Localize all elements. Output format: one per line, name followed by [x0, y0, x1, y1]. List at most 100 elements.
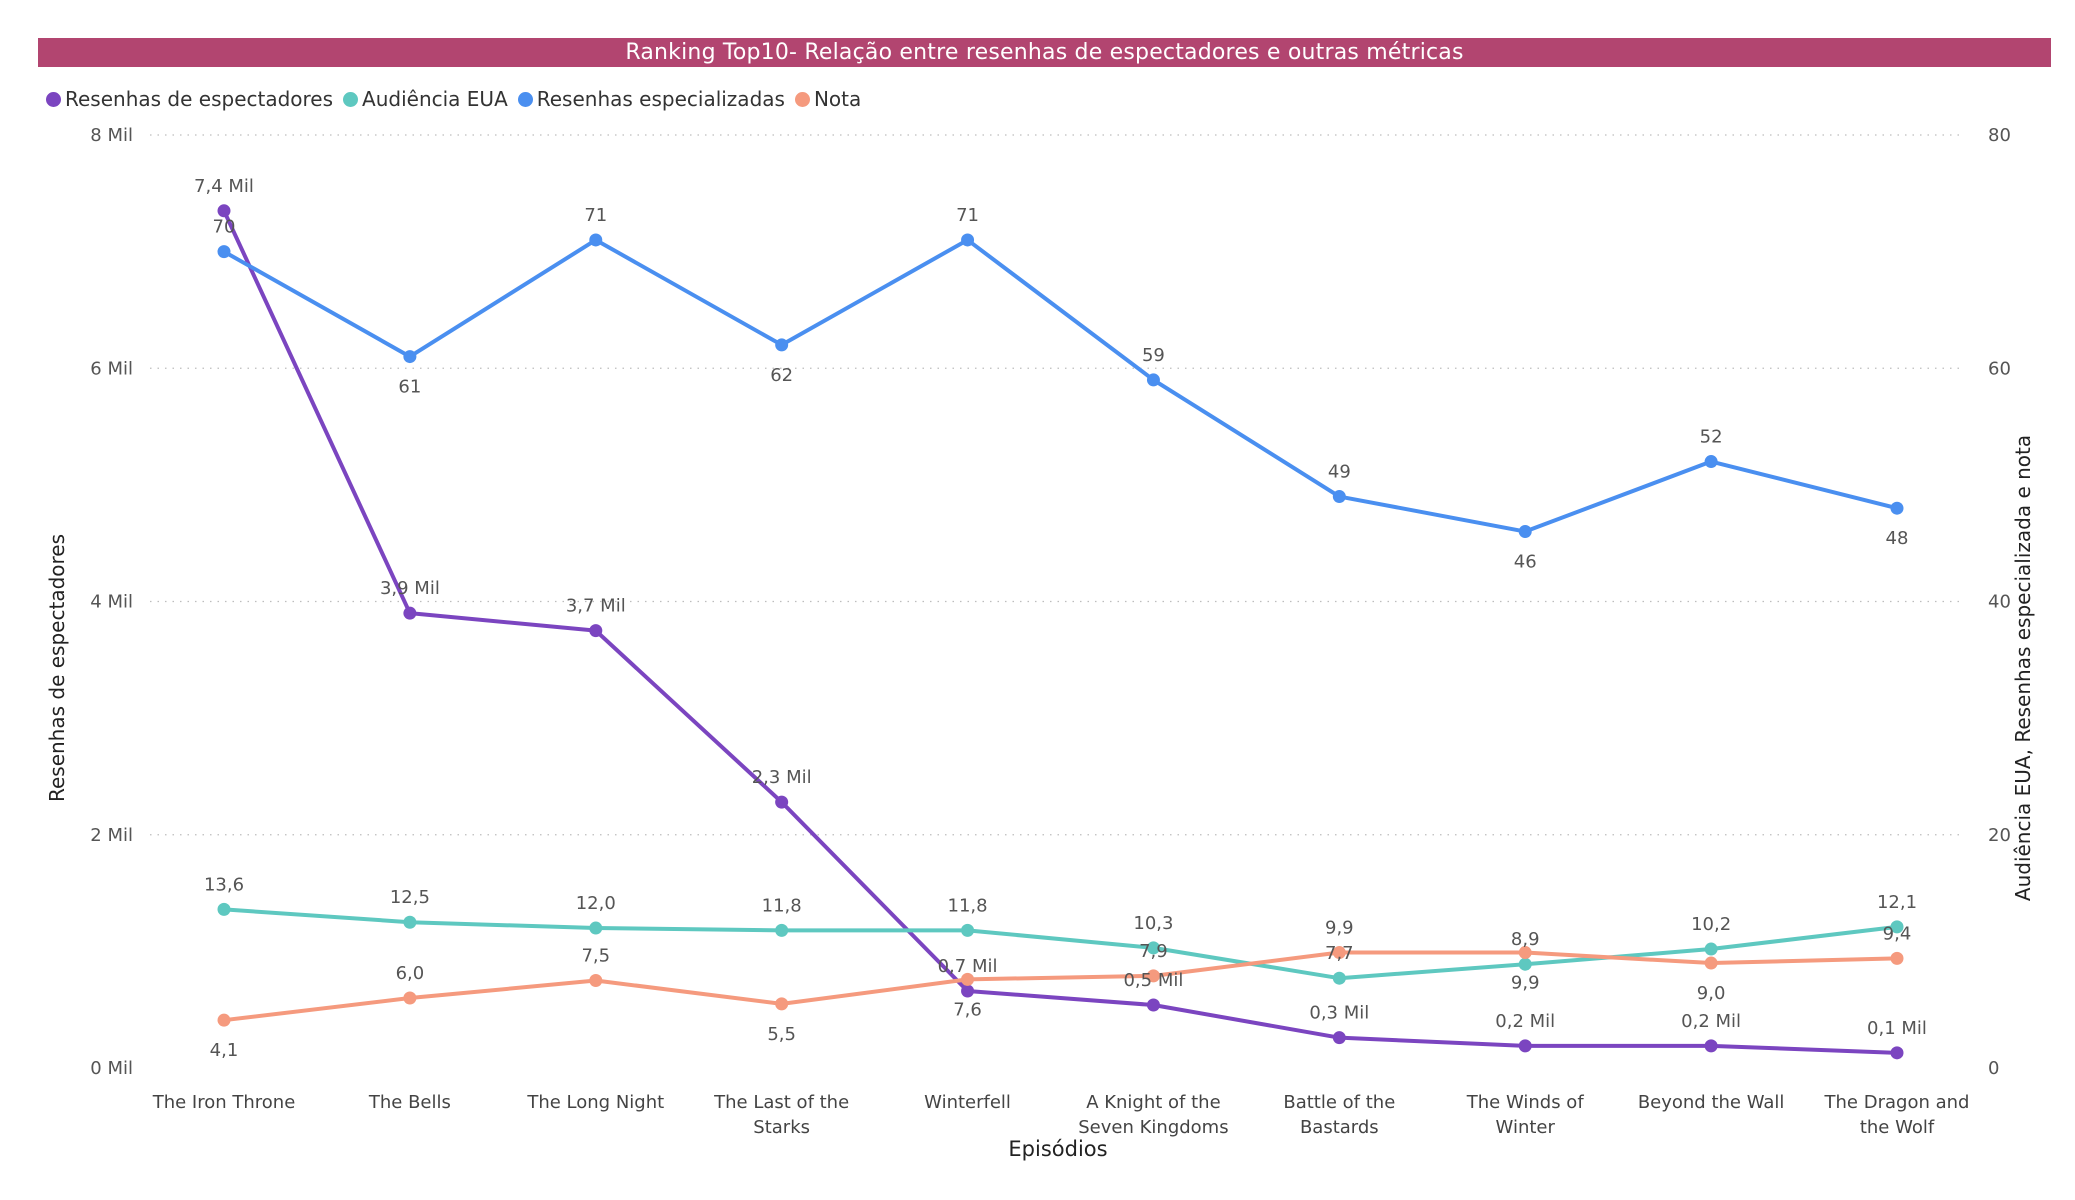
data-label-audiencia-eua: 12,5	[390, 887, 430, 908]
y-left-tick-label: 8 Mil	[90, 125, 133, 146]
data-label-resenhas-de-espectadores: 7,4 Mil	[194, 176, 254, 197]
axes: Resenhas de espectadores Audiência EUA, …	[45, 125, 2035, 1161]
data-label-audiencia-eua: 11,8	[948, 895, 988, 916]
data-label-nota: 9,0	[1697, 983, 1726, 1004]
y-right-tick-label: 40	[1988, 592, 2011, 613]
y-right-tick-label: 80	[1988, 125, 2011, 146]
data-point-resenhas-especializadas[interactable]	[1704, 455, 1718, 469]
y-left-tick-label: 6 Mil	[90, 358, 133, 379]
data-label-nota: 9,9	[1511, 973, 1540, 994]
data-label-resenhas-de-espectadores: 3,7 Mil	[566, 596, 626, 617]
data-point-resenhas-de-espectadores[interactable]	[961, 984, 975, 998]
x-tick-label: The Last of the Starks	[713, 1092, 849, 1138]
data-point-resenhas-de-espectadores[interactable]	[589, 624, 603, 638]
data-point-nota[interactable]	[1332, 946, 1346, 960]
data-label-nota: 6,0	[396, 963, 425, 984]
data-label-resenhas-de-espectadores: 0,7 Mil	[938, 956, 998, 977]
data-point-audiencia-eua[interactable]	[1332, 971, 1346, 985]
data-point-resenhas-de-espectadores[interactable]	[1704, 1039, 1718, 1053]
x-tick-label: The Long Night	[526, 1092, 664, 1113]
data-point-nota[interactable]	[589, 974, 603, 988]
data-point-nota[interactable]	[961, 972, 975, 986]
data-label-resenhas-de-espectadores: 0,2 Mil	[1681, 1011, 1741, 1032]
data-point-audiencia-eua[interactable]	[1146, 941, 1160, 955]
data-point-resenhas-de-espectadores[interactable]	[1890, 1046, 1904, 1060]
data-label-resenhas-de-espectadores: 3,9 Mil	[380, 578, 440, 599]
legend-marker-audiencia-eua	[343, 91, 359, 107]
data-label-nota: 7,9	[1139, 941, 1168, 962]
data-point-audiencia-eua[interactable]	[217, 902, 231, 916]
legend-item-resenhas-espectadores[interactable]: Resenhas de espectadores	[46, 87, 333, 111]
data-point-resenhas-de-espectadores[interactable]	[775, 795, 789, 809]
data-label-resenhas-de-espectadores: 0,1 Mil	[1867, 1018, 1927, 1039]
data-point-nota[interactable]	[775, 997, 789, 1011]
series-points	[217, 204, 1904, 1060]
legend-item-audiencia-eua[interactable]: Audiência EUA	[343, 87, 508, 111]
data-label-nota: 7,6	[953, 999, 982, 1020]
data-label-resenhas-especializadas: 49	[1328, 462, 1351, 483]
data-label-audiencia-eua: 12,0	[576, 893, 616, 914]
data-point-nota[interactable]	[403, 991, 417, 1005]
x-tick-label: Winterfell	[924, 1092, 1011, 1113]
data-point-resenhas-de-espectadores[interactable]	[1518, 1039, 1532, 1053]
legend-marker-resenhas-espectadores	[46, 91, 61, 107]
data-point-audiencia-eua[interactable]	[961, 923, 975, 937]
series-line-audiencia-eua	[222, 907, 1899, 981]
y-left-tick-label: 4 Mil	[90, 592, 133, 613]
data-point-audiencia-eua[interactable]	[1704, 942, 1718, 956]
data-point-resenhas-especializadas[interactable]	[1332, 490, 1346, 504]
series-line-nota	[222, 950, 1899, 1023]
y-right-tick-label: 60	[1988, 358, 2011, 379]
data-point-resenhas-especializadas[interactable]	[775, 338, 789, 352]
x-tick-label: The Winds of Winter	[1466, 1092, 1585, 1138]
data-point-resenhas-especializadas[interactable]	[1890, 501, 1904, 515]
data-point-nota[interactable]	[1146, 969, 1160, 983]
x-tick-label: The Dragon and the Wolf	[1824, 1092, 1970, 1138]
data-label-resenhas-especializadas: 46	[1514, 552, 1537, 573]
legend-item-resenhas-especializadas[interactable]: Resenhas especializadas	[517, 87, 785, 111]
data-point-resenhas-de-espectadores[interactable]	[217, 204, 231, 218]
series-line-resenhas-de-espectadores	[222, 208, 1899, 1055]
legend-item-nota[interactable]: Nota	[794, 87, 861, 111]
legend-label-audiencia-eua: Audiência EUA	[362, 87, 508, 111]
data-point-nota[interactable]	[217, 1013, 231, 1027]
data-label-resenhas-especializadas: 71	[956, 205, 979, 226]
data-label-nota: 7,5	[581, 946, 610, 967]
y-axis-right-label: Audiência EUA, Resenhas especializada e …	[2011, 435, 2035, 901]
y-axis-left-label: Resenhas de espectadores	[45, 534, 69, 802]
data-point-resenhas-especializadas[interactable]	[1146, 373, 1160, 387]
data-point-nota[interactable]	[1518, 946, 1532, 960]
data-label-resenhas-especializadas: 59	[1142, 345, 1165, 366]
data-label-audiencia-eua: 12,1	[1877, 892, 1917, 913]
data-point-audiencia-eua[interactable]	[775, 923, 789, 937]
chart-title: Ranking Top10- Relação entre resenhas de…	[38, 38, 2051, 67]
legend-marker-resenhas-especializadas	[517, 91, 533, 107]
data-label-audiencia-eua: 8,9	[1511, 929, 1540, 950]
data-point-nota[interactable]	[1890, 951, 1904, 965]
data-label-resenhas-especializadas: 62	[770, 365, 793, 386]
data-point-resenhas-de-espectadores[interactable]	[1146, 998, 1160, 1012]
data-point-audiencia-eua[interactable]	[403, 915, 417, 929]
y-left-tick-label: 2 Mil	[90, 825, 133, 846]
data-label-resenhas-especializadas: 61	[398, 377, 421, 398]
x-tick-label: Beyond the Wall	[1638, 1092, 1785, 1113]
data-point-nota[interactable]	[1704, 956, 1718, 970]
x-tick-label: A Knight of the Seven Kingdoms	[1078, 1092, 1228, 1138]
data-point-audiencia-eua[interactable]	[589, 921, 603, 935]
data-point-resenhas-especializadas[interactable]	[217, 245, 231, 259]
data-point-resenhas-especializadas[interactable]	[403, 350, 417, 364]
data-point-resenhas-especializadas[interactable]	[1518, 525, 1532, 539]
data-label-resenhas-de-espectadores: 0,2 Mil	[1495, 1011, 1555, 1032]
data-point-resenhas-especializadas[interactable]	[589, 233, 603, 247]
series-line-resenhas-especializadas	[222, 237, 1899, 534]
data-point-audiencia-eua[interactable]	[1890, 920, 1904, 934]
data-point-audiencia-eua[interactable]	[1518, 957, 1532, 971]
data-point-resenhas-especializadas[interactable]	[961, 233, 975, 247]
data-label-resenhas-especializadas: 48	[1886, 528, 1909, 549]
legend-label-resenhas-especializadas: Resenhas especializadas	[536, 87, 785, 111]
legend-label-resenhas-espectadores: Resenhas de espectadores	[65, 87, 334, 111]
data-point-resenhas-de-espectadores[interactable]	[1332, 1031, 1346, 1045]
data-point-resenhas-de-espectadores[interactable]	[403, 606, 417, 620]
